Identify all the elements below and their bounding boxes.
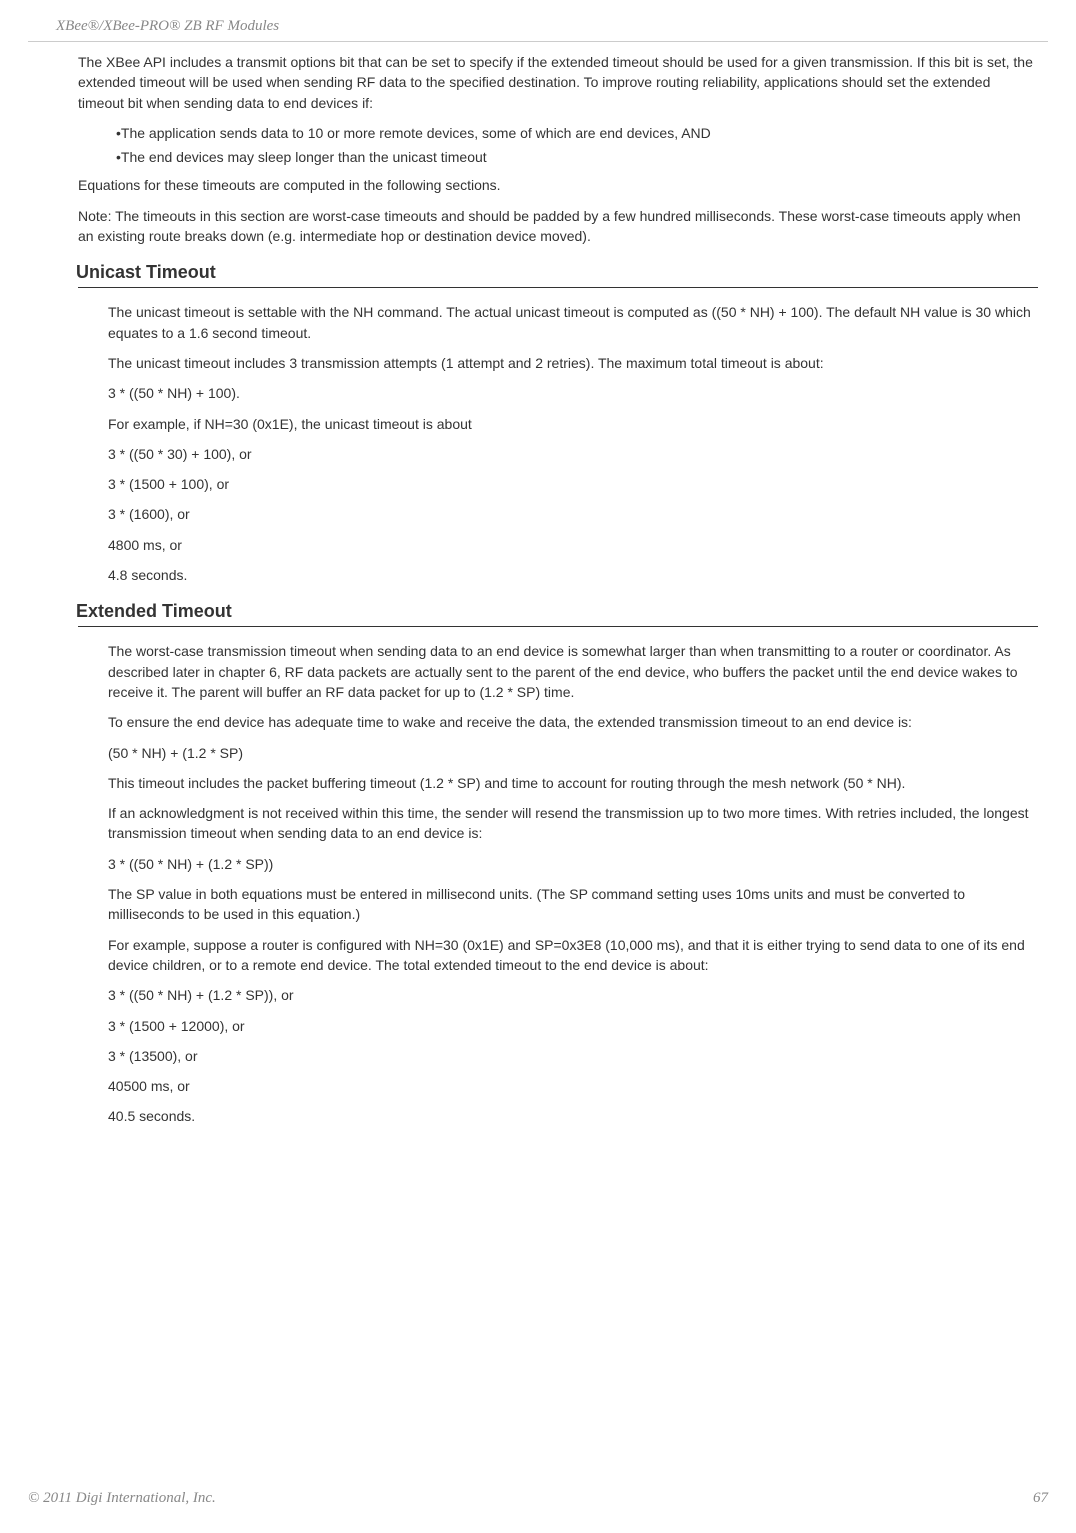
unicast-eq6: 4.8 seconds. <box>108 565 1038 585</box>
section-heading-unicast: Unicast Timeout <box>76 262 1038 283</box>
extended-eq4: 3 * (1500 + 12000), or <box>108 1016 1038 1036</box>
extended-eq2: 3 * ((50 * NH) + (1.2 * SP)) <box>108 854 1038 874</box>
section-unicast-body: The unicast timeout is settable with the… <box>78 302 1038 585</box>
bullet-1: •The application sends data to 10 or mor… <box>116 123 1038 143</box>
bullet-2: •The end devices may sleep longer than t… <box>116 147 1038 167</box>
header-title: XBee®/XBee-PRO® ZB RF Modules <box>56 18 279 34</box>
footer-page-number: 67 <box>1033 1490 1048 1507</box>
intro-paragraph-2: Equations for these timeouts are compute… <box>78 175 1038 195</box>
section-heading-extended: Extended Timeout <box>76 601 1038 622</box>
extended-p4: If an acknowledgment is not received wit… <box>108 803 1038 844</box>
extended-eq5: 3 * (13500), or <box>108 1046 1038 1066</box>
unicast-p3: For example, if NH=30 (0x1E), the unicas… <box>108 414 1038 434</box>
unicast-eq5: 4800 ms, or <box>108 535 1038 555</box>
section-rule <box>78 287 1038 288</box>
page-header: XBee®/XBee-PRO® ZB RF Modules <box>28 0 1048 42</box>
extended-eq3: 3 * ((50 * NH) + (1.2 * SP)), or <box>108 985 1038 1005</box>
section-extended-body: The worst-case transmission timeout when… <box>78 641 1038 1126</box>
unicast-p1: The unicast timeout is settable with the… <box>108 302 1038 343</box>
extended-p2: To ensure the end device has adequate ti… <box>108 712 1038 732</box>
page-footer: © 2011 Digi International, Inc. 67 <box>28 1490 1048 1507</box>
unicast-p2: The unicast timeout includes 3 transmiss… <box>108 353 1038 373</box>
section-rule <box>78 626 1038 627</box>
extended-p5: The SP value in both equations must be e… <box>108 884 1038 925</box>
extended-eq7: 40.5 seconds. <box>108 1106 1038 1126</box>
extended-p6: For example, suppose a router is configu… <box>108 935 1038 976</box>
unicast-eq2: 3 * ((50 * 30) + 100), or <box>108 444 1038 464</box>
footer-copyright: © 2011 Digi International, Inc. <box>28 1490 216 1507</box>
extended-p3: This timeout includes the packet bufferi… <box>108 773 1038 793</box>
extended-eq1: (50 * NH) + (1.2 * SP) <box>108 743 1038 763</box>
page-content: The XBee API includes a transmit options… <box>0 42 1076 1127</box>
unicast-eq3: 3 * (1500 + 100), or <box>108 474 1038 494</box>
unicast-eq1: 3 * ((50 * NH) + 100). <box>108 383 1038 403</box>
intro-paragraph-1: The XBee API includes a transmit options… <box>78 52 1038 113</box>
unicast-eq4: 3 * (1600), or <box>108 504 1038 524</box>
extended-eq6: 40500 ms, or <box>108 1076 1038 1096</box>
intro-paragraph-3: Note: The timeouts in this section are w… <box>78 206 1038 247</box>
extended-p1: The worst-case transmission timeout when… <box>108 641 1038 702</box>
intro-bullets: •The application sends data to 10 or mor… <box>78 123 1038 168</box>
